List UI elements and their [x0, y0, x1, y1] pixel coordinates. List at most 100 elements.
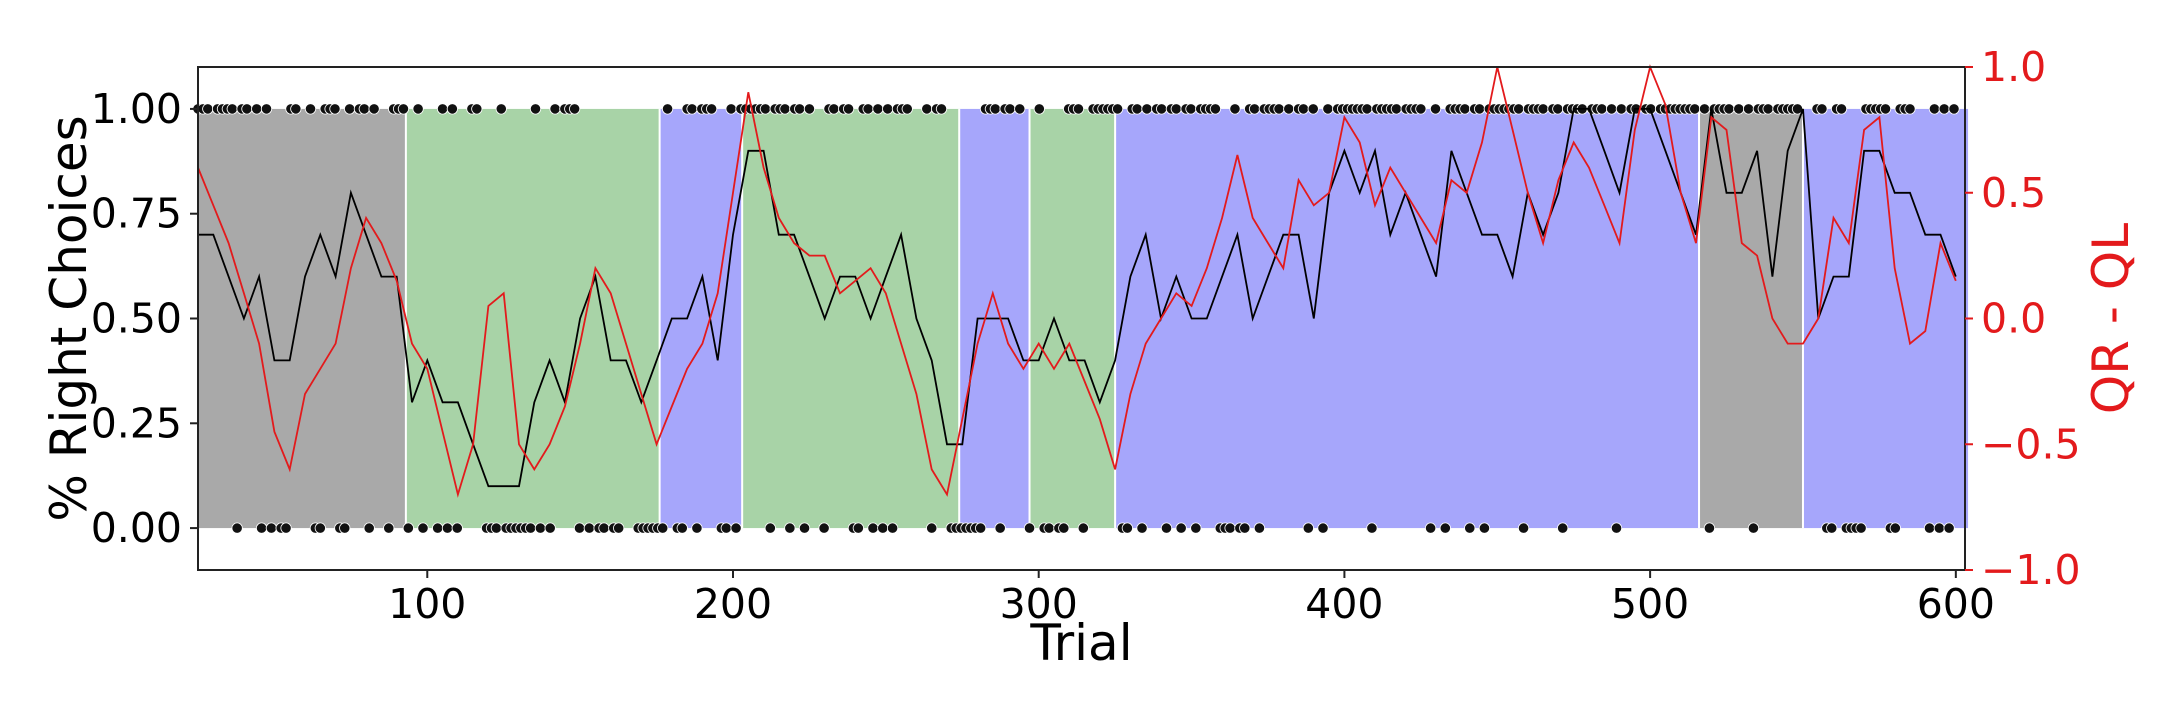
- choice-marker: [1938, 103, 1950, 115]
- choice-marker: [1689, 103, 1701, 115]
- choice-marker: [525, 522, 537, 534]
- choice-marker: [446, 103, 458, 115]
- choice-marker: [725, 103, 737, 115]
- choice-marker: [280, 522, 292, 534]
- data-lines: [197, 64, 1957, 498]
- choice-marker: [989, 103, 1001, 115]
- choice-marker: [1703, 522, 1716, 534]
- choice-marker: [544, 522, 556, 534]
- x-tick-label: 300: [1000, 580, 1078, 628]
- y-axis-label-left: % Right Choices: [40, 115, 98, 521]
- y-tick-label-left: 0.00: [91, 504, 182, 552]
- choice-marker: [798, 522, 811, 534]
- choice-marker: [412, 103, 424, 115]
- choice-marker: [490, 522, 502, 534]
- choice-marker: [358, 103, 370, 115]
- x-tick-label: 100: [388, 580, 466, 628]
- choice-marker: [1307, 103, 1319, 115]
- choice-marker: [818, 522, 830, 534]
- choice-marker: [1826, 522, 1838, 534]
- choice-marker: [1439, 522, 1451, 534]
- choice-marker: [803, 103, 816, 115]
- choice-marker: [432, 522, 444, 534]
- choice-marker: [720, 522, 732, 534]
- choice-marker: [231, 522, 243, 534]
- choice-marker: [573, 522, 586, 534]
- choice-marker: [1478, 522, 1491, 534]
- choice-marker: [402, 522, 414, 534]
- choice-marker: [314, 522, 326, 534]
- choice-marker: [784, 522, 796, 534]
- y-tick-label-right: 0.5: [1981, 169, 2046, 217]
- y-tick-label-left: 1.00: [91, 85, 182, 133]
- condition-blocks: [198, 108, 1969, 529]
- choice-marker: [1072, 103, 1085, 115]
- choice-marker: [872, 103, 884, 115]
- choice-marker: [1733, 103, 1745, 115]
- choice-marker: [1835, 103, 1848, 115]
- choice-marker: [1209, 103, 1222, 115]
- choice-marker: [1136, 522, 1148, 534]
- x-tick-label: 600: [1917, 580, 1995, 628]
- choice-markers: [192, 103, 1960, 534]
- choice-marker: [1948, 103, 1960, 115]
- choice-marker: [339, 522, 351, 534]
- choice-marker: [1239, 522, 1251, 534]
- choice-marker: [1537, 103, 1549, 115]
- choice-marker: [1517, 522, 1530, 534]
- choice-marker: [657, 522, 669, 534]
- choice-marker: [495, 103, 507, 115]
- choice-marker: [1273, 103, 1285, 115]
- x-tick-label: 200: [694, 580, 772, 628]
- choice-marker: [1459, 103, 1471, 115]
- choice-marker: [1816, 103, 1828, 115]
- choice-marker: [994, 522, 1006, 534]
- choice-marker: [1943, 522, 1955, 534]
- choice-marker: [569, 103, 581, 115]
- choice-marker: [549, 103, 561, 115]
- choice-marker: [1606, 103, 1618, 115]
- choice-marker: [901, 103, 913, 115]
- choice-marker: [290, 103, 302, 115]
- choice-marker: [436, 103, 449, 115]
- condition-block-gray: [1699, 108, 1803, 529]
- condition-block-gray: [198, 108, 406, 529]
- choice-marker: [1185, 103, 1197, 115]
- y-axis-label-right: QR - QL: [2082, 223, 2140, 414]
- choice-marker: [1121, 522, 1133, 534]
- choice-marker: [1747, 522, 1760, 534]
- choice-marker: [1698, 103, 1711, 115]
- x-axis-label: Trial: [1029, 614, 1132, 672]
- choice-marker: [1879, 103, 1892, 115]
- choice-marker: [344, 103, 356, 115]
- choice-marker: [363, 522, 375, 534]
- condition-block-green: [742, 108, 960, 529]
- choice-marker: [1253, 522, 1266, 534]
- choice-marker: [255, 522, 268, 534]
- choice-marker: [730, 522, 742, 534]
- choice-marker: [877, 522, 889, 534]
- choice-marker: [1131, 103, 1143, 115]
- choice-marker: [1552, 103, 1564, 115]
- choice-marker: [1043, 522, 1055, 534]
- choice-marker: [676, 522, 688, 534]
- choice-marker: [852, 522, 864, 534]
- choice-marker: [862, 103, 874, 115]
- choice-marker: [598, 522, 610, 534]
- choice-marker: [1366, 522, 1378, 534]
- x-tick-label: 500: [1611, 580, 1689, 628]
- y-tick-label-right: 1.0: [1981, 43, 2046, 91]
- choice-marker: [1302, 522, 1314, 534]
- choice-marker: [882, 103, 894, 115]
- choice-marker: [886, 522, 899, 534]
- choice-marker: [1317, 522, 1329, 534]
- choice-marker: [1361, 103, 1373, 115]
- choice-marker: [368, 103, 380, 115]
- choice-marker: [383, 522, 395, 534]
- x-tick-label: 400: [1305, 580, 1383, 628]
- choice-marker: [975, 522, 987, 534]
- choice-marker: [251, 103, 263, 115]
- choice-marker: [1855, 522, 1867, 534]
- choice-marker: [1283, 103, 1295, 115]
